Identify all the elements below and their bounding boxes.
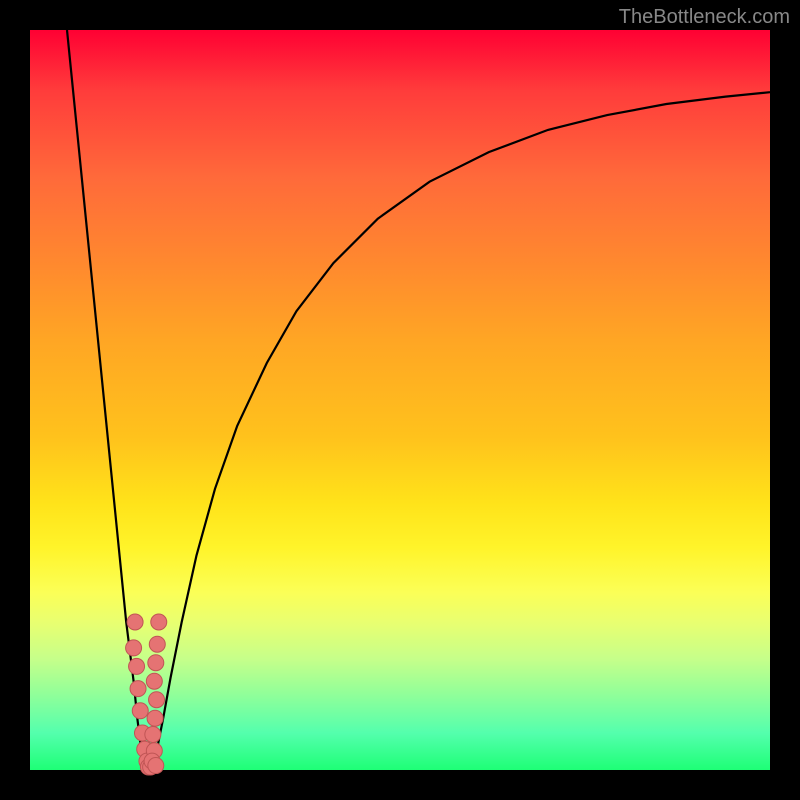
data-marker [126,640,142,656]
data-marker [148,758,164,774]
watermark-text: TheBottleneck.com [619,6,790,29]
marker-layer [0,0,800,800]
data-marker [146,673,162,689]
data-marker [129,658,145,674]
data-marker [151,614,167,630]
data-marker [127,614,143,630]
data-marker [149,692,165,708]
data-marker [132,703,148,719]
data-marker [149,636,165,652]
data-marker [130,681,146,697]
data-marker [148,655,164,671]
data-marker [145,726,161,742]
data-marker [147,710,163,726]
